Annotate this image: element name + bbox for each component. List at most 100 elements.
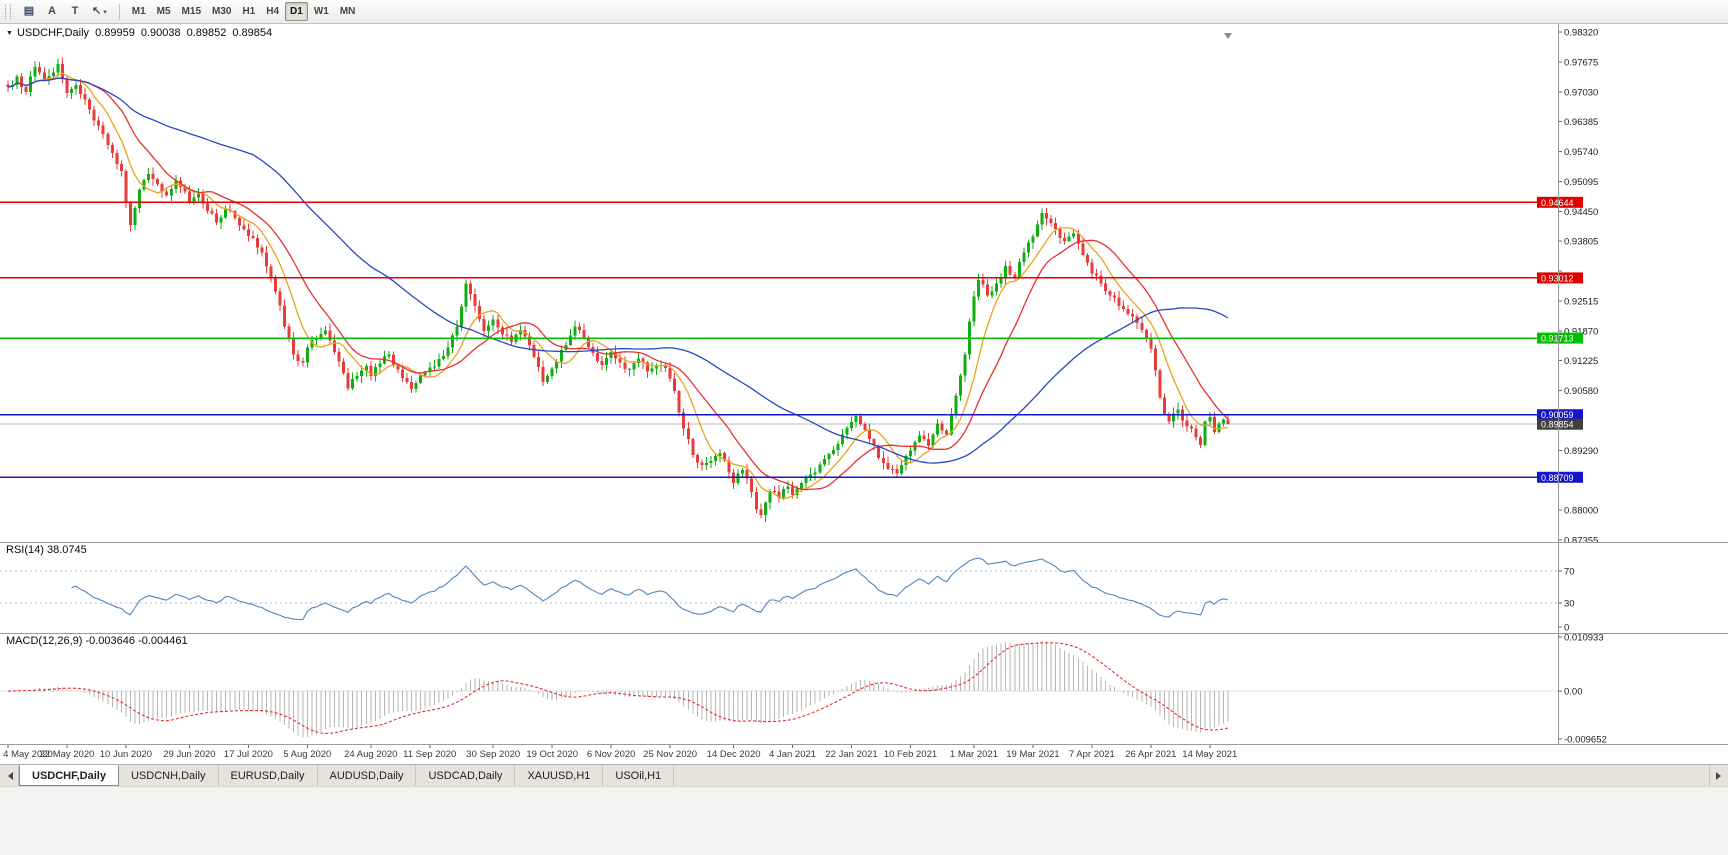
svg-text:0.90059: 0.90059 [1541, 410, 1574, 420]
svg-text:0.97675: 0.97675 [1564, 57, 1598, 68]
svg-text:7 Apr 2021: 7 Apr 2021 [1069, 749, 1115, 760]
svg-text:10 Feb 2021: 10 Feb 2021 [884, 749, 937, 760]
svg-text:19 Mar 2021: 19 Mar 2021 [1006, 749, 1059, 760]
ma-fast-line [7, 72, 1228, 500]
svg-text:17 Jul 2020: 17 Jul 2020 [224, 749, 273, 760]
svg-text:22 May 2020: 22 May 2020 [39, 749, 94, 760]
cursor-tool-icon: ↖ [92, 5, 102, 17]
svg-text:0.96385: 0.96385 [1564, 117, 1598, 128]
rsi-panel: 70 30 0 [0, 557, 1575, 634]
price-axis: 0.98320 0.97675 0.97030 0.96385 0.95740 0.950… [1558, 28, 1598, 547]
charts-grid-tool-icon: ▤ [23, 5, 35, 17]
rsi-indicator-label: RSI(14) 38.0745 [6, 544, 87, 556]
terminal-empty-area [0, 786, 1728, 855]
svg-text:1 Mar 2021: 1 Mar 2021 [950, 749, 998, 760]
timeframe-button-w1[interactable]: W1 [309, 2, 334, 21]
timeframe-button-m1[interactable]: M1 [127, 2, 151, 21]
tool-buttons: ▤ A T ↖ ▾ [18, 2, 112, 21]
svg-text:0.93805: 0.93805 [1564, 237, 1598, 248]
tab-scroll-right-button[interactable] [1709, 765, 1728, 786]
svg-text:14 May 2021: 14 May 2021 [1182, 749, 1237, 760]
svg-text:25 Nov 2020: 25 Nov 2020 [643, 749, 697, 760]
svg-text:0.010933: 0.010933 [1564, 633, 1604, 644]
price-chart-svg[interactable]: 0.98320 0.97675 0.97030 0.96385 0.95740 0.950… [0, 24, 1728, 764]
svg-text:0.95095: 0.95095 [1564, 177, 1598, 188]
toolbar-separator [118, 3, 120, 20]
svg-text:0.95740: 0.95740 [1564, 147, 1598, 158]
svg-text:0.00: 0.00 [1564, 687, 1583, 698]
text-annotation-tool-icon: A [48, 5, 56, 17]
svg-text:4 Jan 2021: 4 Jan 2021 [769, 749, 816, 760]
timeframe-button-m30[interactable]: M30 [207, 2, 236, 21]
svg-text:0.91225: 0.91225 [1564, 356, 1598, 367]
horizontal-levels: 0.94644 0.93012 0.91713 0.90059 0.88709 0.898… [0, 196, 1583, 483]
timeframe-button-h4[interactable]: H4 [261, 2, 284, 21]
chart-tab-usoil-h1[interactable]: USOil,H1 [603, 765, 675, 786]
chart-tab-usdchf-daily[interactable]: USDCHF,Daily [19, 765, 119, 786]
ma-slow-line [7, 77, 1229, 464]
svg-text:0.91870: 0.91870 [1564, 326, 1598, 337]
timeframe-button-mn[interactable]: MN [335, 2, 361, 21]
svg-text:24 Aug 2020: 24 Aug 2020 [344, 749, 397, 760]
ma-mid-line [7, 77, 1229, 491]
svg-text:0.94450: 0.94450 [1564, 207, 1598, 218]
timeframe-button-h1[interactable]: H1 [237, 2, 260, 21]
ohlc-open: 0.89959 [95, 27, 135, 39]
svg-text:4 May 2020: 4 May 2020 [3, 749, 53, 760]
svg-text:0.89290: 0.89290 [1564, 446, 1598, 457]
ohlc-high: 0.90038 [140, 27, 181, 39]
chart-area[interactable]: 0.98320 0.97675 0.97030 0.96385 0.95740 0.950… [0, 24, 1728, 764]
svg-text:0.90580: 0.90580 [1564, 386, 1598, 397]
chart-menu-icon[interactable]: ▼ [6, 30, 13, 37]
toolbar-grip[interactable] [5, 4, 11, 19]
svg-text:0.92515: 0.92515 [1564, 296, 1598, 307]
timeframe-button-d1[interactable]: D1 [285, 2, 308, 21]
svg-text:0.87355: 0.87355 [1564, 536, 1598, 547]
cursor-tool-button[interactable]: ↖ ▾ [87, 2, 112, 21]
svg-text:0.94644: 0.94644 [1541, 198, 1574, 208]
svg-text:19 Oct 2020: 19 Oct 2020 [526, 749, 578, 760]
svg-text:0.97030: 0.97030 [1564, 87, 1598, 98]
timeframe-button-m15[interactable]: M15 [177, 2, 206, 21]
svg-text:6 Nov 2020: 6 Nov 2020 [587, 749, 636, 760]
scroll-right-icon [1715, 771, 1725, 780]
svg-text:22 Jan 2021: 22 Jan 2021 [825, 749, 877, 760]
timeframe-buttons: M1 M5 M15 M30 H1 H4 D1 W1 MN [127, 2, 361, 21]
tab-scroll-left-button[interactable] [0, 765, 19, 786]
chart-tab-usdcnh-daily[interactable]: USDCNH,Daily [119, 765, 219, 786]
template-tool-button[interactable]: T [64, 2, 86, 21]
tabbar-spacer [674, 765, 1709, 786]
macd-panel: 0.010933 0.00 -0.009652 [0, 633, 1607, 746]
svg-text:0.88000: 0.88000 [1564, 506, 1598, 517]
timeframe-button-m5[interactable]: M5 [152, 2, 176, 21]
ohlc-low: 0.89852 [186, 27, 227, 39]
chart-symbol-label: USDCHF,Daily [16, 27, 90, 39]
svg-text:29 Jun 2020: 29 Jun 2020 [163, 749, 215, 760]
svg-text:30 Sep 2020: 30 Sep 2020 [466, 749, 520, 760]
chart-tabs-bar: USDCHF,Daily USDCNH,Daily EURUSD,Daily AUDU… [0, 764, 1728, 786]
ohlc-close: 0.89854 [232, 27, 273, 39]
svg-text:14 Dec 2020: 14 Dec 2020 [707, 749, 761, 760]
svg-text:70: 70 [1564, 567, 1575, 578]
svg-text:0.93012: 0.93012 [1541, 273, 1574, 283]
svg-text:26 Apr 2021: 26 Apr 2021 [1125, 749, 1176, 760]
toolbar: ▤ A T ↖ ▾ M1 M5 M15 M30 H1 H4 D1 W1 MN [0, 0, 1728, 24]
svg-text:0: 0 [1564, 623, 1569, 634]
chart-tabs: USDCHF,Daily USDCNH,Daily EURUSD,Daily AUDU… [19, 765, 675, 786]
chart-header: ▼ USDCHF,Daily 0.89959 0.90038 0.89852 0.8985… [6, 27, 272, 39]
text-annotation-tool-button[interactable]: A [41, 2, 63, 21]
chart-tab-audusd-daily[interactable]: AUDUSD,Daily [318, 765, 417, 786]
chevron-down-icon: ▾ [103, 8, 107, 16]
chart-tab-eurusd-daily[interactable]: EURUSD,Daily [219, 765, 318, 786]
svg-text:11 Sep 2020: 11 Sep 2020 [403, 749, 456, 760]
chart-tab-xauusd-h1[interactable]: XAUUSD,H1 [515, 765, 604, 786]
shift-marker-icon [1224, 33, 1232, 39]
template-tool-icon: T [71, 5, 79, 17]
svg-text:0.98320: 0.98320 [1564, 28, 1598, 39]
charts-grid-tool-button[interactable]: ▤ [18, 2, 40, 21]
svg-text:0.89854: 0.89854 [1541, 420, 1574, 430]
svg-text:-0.009652: -0.009652 [1564, 735, 1607, 746]
svg-text:30: 30 [1564, 599, 1575, 610]
chart-tab-usdcad-daily[interactable]: USDCAD,Daily [416, 765, 516, 786]
